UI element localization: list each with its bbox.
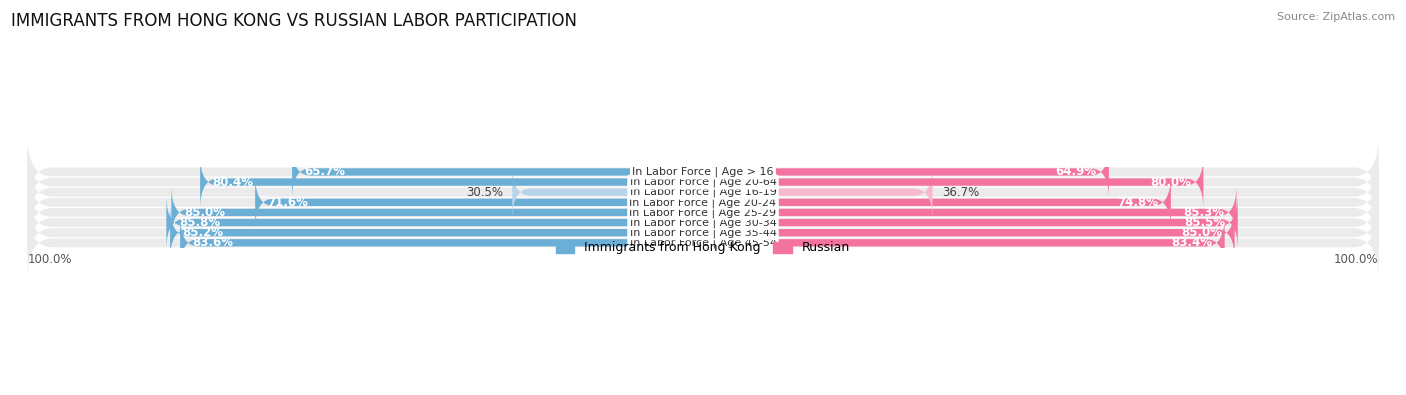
- Text: 80.0%: 80.0%: [1150, 175, 1191, 188]
- Text: In Labor Force | Age 25-29: In Labor Force | Age 25-29: [630, 207, 776, 218]
- FancyBboxPatch shape: [703, 166, 932, 219]
- FancyBboxPatch shape: [28, 207, 1378, 279]
- Text: Source: ZipAtlas.com: Source: ZipAtlas.com: [1277, 12, 1395, 22]
- FancyBboxPatch shape: [28, 197, 1378, 269]
- Text: In Labor Force | Age 30-34: In Labor Force | Age 30-34: [630, 217, 776, 228]
- Text: IMMIGRANTS FROM HONG KONG VS RUSSIAN LABOR PARTICIPATION: IMMIGRANTS FROM HONG KONG VS RUSSIAN LAB…: [11, 12, 578, 30]
- FancyBboxPatch shape: [170, 206, 703, 260]
- Text: 71.6%: 71.6%: [267, 196, 308, 209]
- Text: 83.4%: 83.4%: [1171, 236, 1212, 249]
- Text: 65.7%: 65.7%: [305, 166, 346, 179]
- FancyBboxPatch shape: [703, 186, 1236, 239]
- Text: In Labor Force | Age 45-54: In Labor Force | Age 45-54: [630, 237, 776, 248]
- Text: 85.0%: 85.0%: [1181, 226, 1222, 239]
- FancyBboxPatch shape: [703, 206, 1234, 260]
- FancyBboxPatch shape: [28, 156, 1378, 228]
- Legend: Immigrants from Hong Kong, Russian: Immigrants from Hong Kong, Russian: [551, 237, 855, 260]
- Text: 85.3%: 85.3%: [1182, 206, 1225, 219]
- FancyBboxPatch shape: [292, 145, 703, 199]
- FancyBboxPatch shape: [28, 186, 1378, 259]
- FancyBboxPatch shape: [703, 155, 1204, 209]
- FancyBboxPatch shape: [703, 216, 1225, 269]
- FancyBboxPatch shape: [28, 177, 1378, 248]
- FancyBboxPatch shape: [512, 166, 703, 219]
- Text: 85.8%: 85.8%: [179, 216, 219, 229]
- Text: 100.0%: 100.0%: [1334, 254, 1378, 267]
- Text: 74.8%: 74.8%: [1118, 196, 1159, 209]
- Text: 80.4%: 80.4%: [212, 175, 253, 188]
- Text: 85.2%: 85.2%: [183, 226, 224, 239]
- FancyBboxPatch shape: [28, 166, 1378, 238]
- Text: 30.5%: 30.5%: [465, 186, 503, 199]
- FancyBboxPatch shape: [28, 146, 1378, 218]
- Text: In Labor Force | Age 16-19: In Labor Force | Age 16-19: [630, 187, 776, 198]
- FancyBboxPatch shape: [254, 176, 703, 229]
- Text: In Labor Force | Age 35-44: In Labor Force | Age 35-44: [630, 228, 776, 238]
- FancyBboxPatch shape: [28, 136, 1378, 208]
- Text: 100.0%: 100.0%: [28, 254, 72, 267]
- FancyBboxPatch shape: [703, 145, 1109, 199]
- Text: 36.7%: 36.7%: [942, 186, 979, 199]
- FancyBboxPatch shape: [172, 186, 703, 239]
- FancyBboxPatch shape: [703, 176, 1171, 229]
- FancyBboxPatch shape: [180, 216, 703, 269]
- Text: 85.0%: 85.0%: [184, 206, 225, 219]
- Text: In Labor Force | Age > 16: In Labor Force | Age > 16: [633, 167, 773, 177]
- Text: In Labor Force | Age 20-24: In Labor Force | Age 20-24: [630, 197, 776, 207]
- Text: 85.5%: 85.5%: [1184, 216, 1225, 229]
- FancyBboxPatch shape: [200, 155, 703, 209]
- Text: In Labor Force | Age 20-64: In Labor Force | Age 20-64: [630, 177, 776, 187]
- Text: 64.9%: 64.9%: [1056, 166, 1097, 179]
- FancyBboxPatch shape: [166, 196, 703, 249]
- FancyBboxPatch shape: [703, 196, 1237, 249]
- Text: 83.6%: 83.6%: [193, 236, 233, 249]
